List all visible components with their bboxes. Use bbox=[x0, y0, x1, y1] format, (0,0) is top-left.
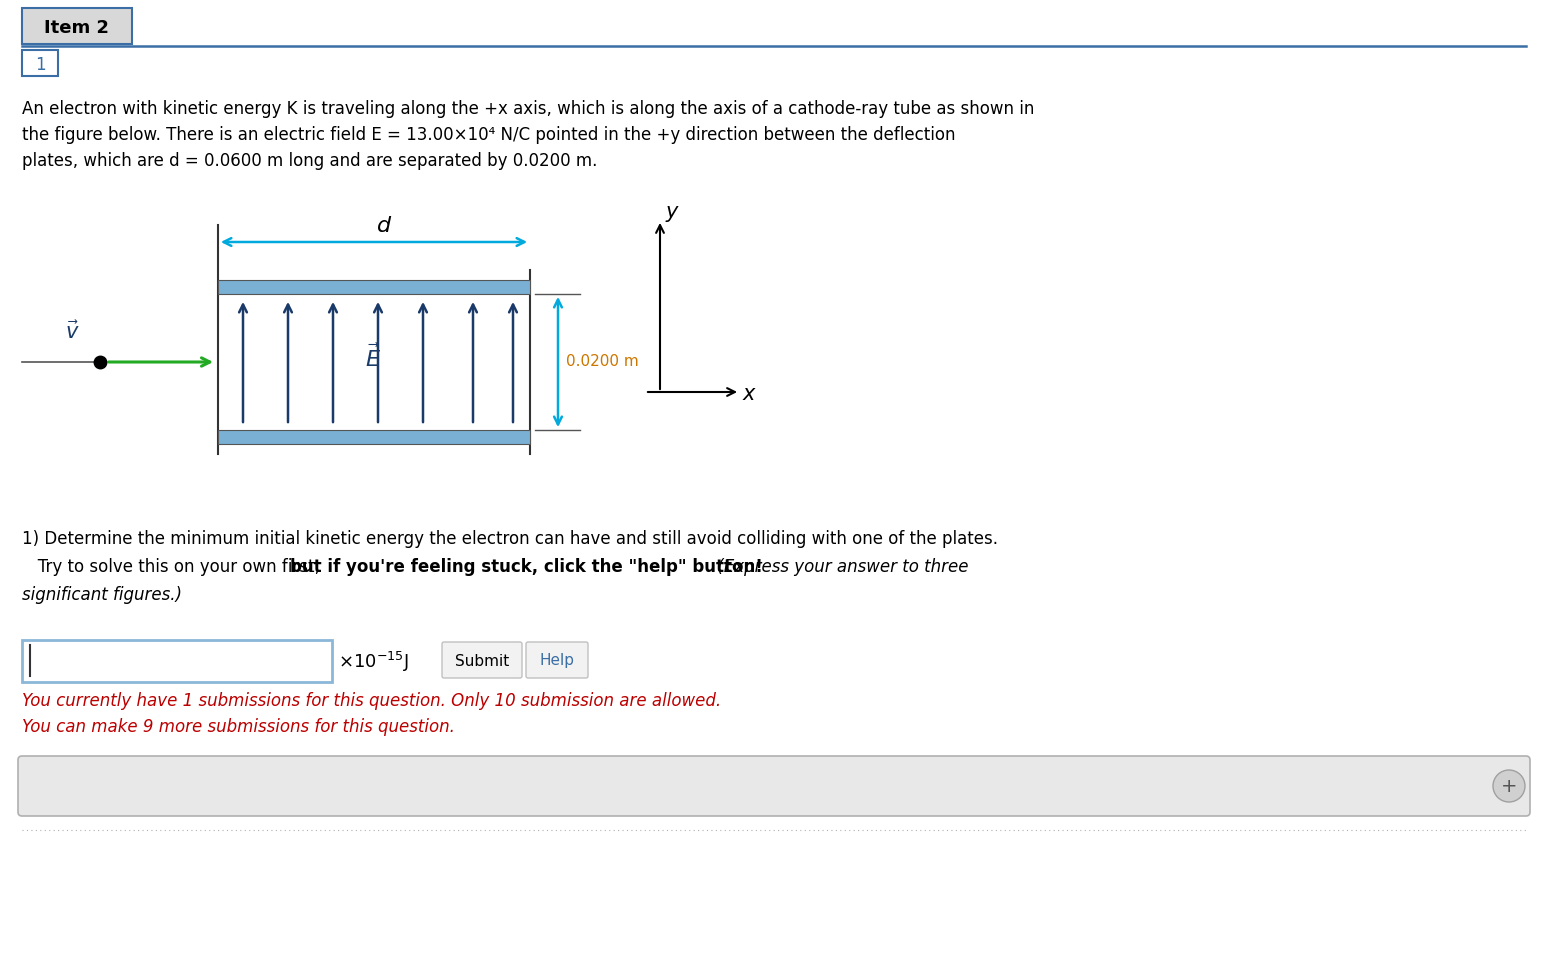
FancyBboxPatch shape bbox=[443, 642, 522, 678]
Text: 1: 1 bbox=[34, 56, 45, 74]
Text: An electron with kinetic energy K is traveling along the +x axis, which is along: An electron with kinetic energy K is tra… bbox=[22, 100, 1034, 118]
Text: $\vec{E}$: $\vec{E}$ bbox=[365, 344, 381, 370]
FancyBboxPatch shape bbox=[22, 8, 132, 44]
Text: plates, which are d = 0.0600 m long and are separated by 0.0200 m.: plates, which are d = 0.0600 m long and … bbox=[22, 152, 598, 170]
FancyBboxPatch shape bbox=[22, 50, 57, 76]
Text: but if you're feeling stuck, click the "help" button!: but if you're feeling stuck, click the "… bbox=[289, 558, 763, 576]
Text: x: x bbox=[743, 384, 755, 404]
Text: significant figures.): significant figures.) bbox=[22, 586, 183, 604]
Text: You currently have 1 submissions for this question. Only 10 submission are allow: You currently have 1 submissions for thi… bbox=[22, 692, 721, 710]
Text: You can make 9 more submissions for this question.: You can make 9 more submissions for this… bbox=[22, 718, 455, 736]
Text: +: + bbox=[1500, 777, 1517, 797]
Text: the figure below. There is an electric field E = 13.00×10⁴ N/C pointed in the +y: the figure below. There is an electric f… bbox=[22, 126, 955, 144]
Text: Help: Help bbox=[540, 654, 574, 668]
Text: Submit: Submit bbox=[455, 654, 509, 668]
Text: Item 2: Item 2 bbox=[45, 19, 110, 37]
Text: (Express your answer to three: (Express your answer to three bbox=[712, 558, 969, 576]
Text: 1) Determine the minimum initial kinetic energy the electron can have and still : 1) Determine the minimum initial kinetic… bbox=[22, 530, 998, 548]
Text: $\times$10$^{-15}$J: $\times$10$^{-15}$J bbox=[337, 650, 409, 674]
Circle shape bbox=[1492, 770, 1525, 802]
Text: 0.0200 m: 0.0200 m bbox=[567, 355, 639, 369]
Text: Try to solve this on your own first,: Try to solve this on your own first, bbox=[22, 558, 325, 576]
Text: y: y bbox=[666, 202, 678, 222]
FancyBboxPatch shape bbox=[22, 640, 331, 682]
Bar bbox=[218, 280, 529, 294]
Text: $\vec{v}$: $\vec{v}$ bbox=[65, 320, 79, 344]
FancyBboxPatch shape bbox=[19, 756, 1529, 816]
Text: $d$: $d$ bbox=[376, 216, 392, 236]
Bar bbox=[218, 430, 529, 444]
FancyBboxPatch shape bbox=[526, 642, 588, 678]
